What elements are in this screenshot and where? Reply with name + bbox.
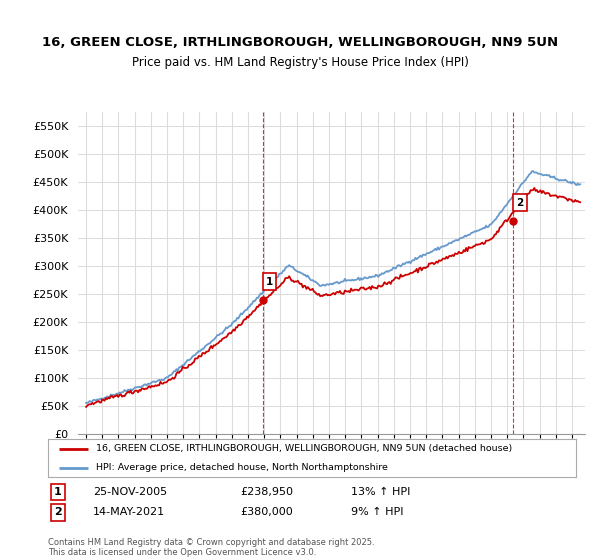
Text: £380,000: £380,000 [240, 507, 293, 517]
Text: £238,950: £238,950 [240, 487, 293, 497]
Text: HPI: Average price, detached house, North Northamptonshire: HPI: Average price, detached house, Nort… [95, 463, 388, 472]
Text: 16, GREEN CLOSE, IRTHLINGBOROUGH, WELLINGBOROUGH, NN9 5UN: 16, GREEN CLOSE, IRTHLINGBOROUGH, WELLIN… [42, 36, 558, 49]
Text: Price paid vs. HM Land Registry's House Price Index (HPI): Price paid vs. HM Land Registry's House … [131, 56, 469, 69]
Text: 1: 1 [266, 277, 273, 287]
Text: Contains HM Land Registry data © Crown copyright and database right 2025.
This d: Contains HM Land Registry data © Crown c… [48, 538, 374, 557]
Text: 14-MAY-2021: 14-MAY-2021 [93, 507, 165, 517]
Text: 1: 1 [54, 487, 62, 497]
Text: 2: 2 [54, 507, 62, 517]
Text: 13% ↑ HPI: 13% ↑ HPI [351, 487, 410, 497]
Text: 2: 2 [517, 198, 524, 208]
Text: 25-NOV-2005: 25-NOV-2005 [93, 487, 167, 497]
Text: 16, GREEN CLOSE, IRTHLINGBOROUGH, WELLINGBOROUGH, NN9 5UN (detached house): 16, GREEN CLOSE, IRTHLINGBOROUGH, WELLIN… [95, 444, 512, 453]
Text: 9% ↑ HPI: 9% ↑ HPI [351, 507, 404, 517]
